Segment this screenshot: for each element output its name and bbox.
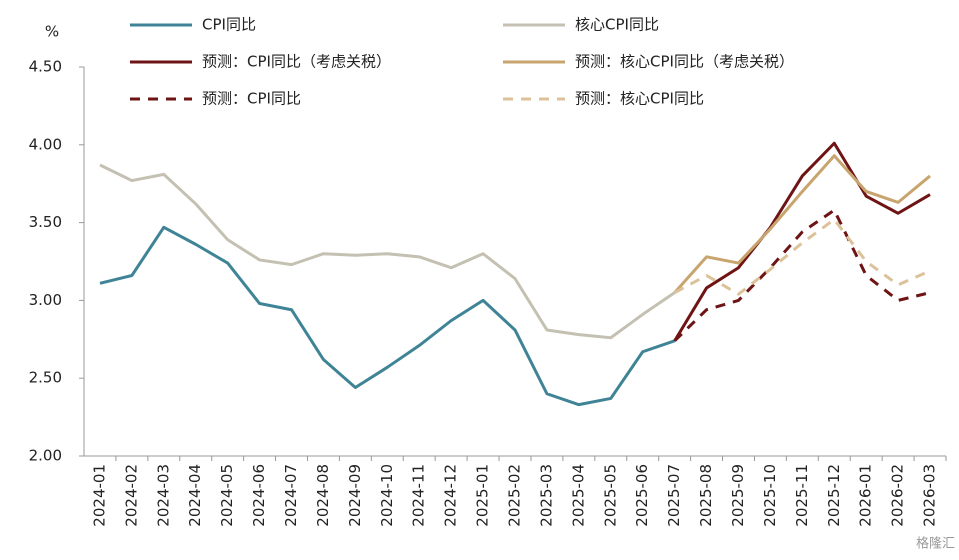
x-tick-label: 2024-03 (154, 464, 172, 527)
x-tick-label: 2025-05 (601, 464, 619, 527)
legend-label: 预测：CPI同比（考虑关税） (202, 53, 391, 71)
x-tick-label: 2024-08 (314, 464, 332, 527)
x-tick-label: 2024-02 (122, 464, 140, 527)
x-tick-label: 2025-04 (569, 464, 587, 527)
y-tick-label: 3.50 (29, 213, 62, 231)
series-line (99, 225, 676, 407)
x-tick-label: 2025-12 (825, 464, 843, 527)
x-tick-label: 2024-06 (250, 464, 268, 527)
x-tick-label: 2024-01 (90, 464, 108, 527)
legend-label: 核心CPI同比 (575, 16, 659, 34)
y-tick-label: 2.50 (29, 369, 62, 387)
legend-label: CPI同比 (202, 16, 256, 34)
x-tick-label: 2025-10 (761, 464, 779, 527)
x-tick-label: 2025-03 (537, 464, 555, 527)
series-line (99, 163, 676, 340)
x-tick-label: 2025-01 (474, 464, 492, 527)
x-tick-label: 2024-12 (442, 464, 460, 527)
x-tick-label: 2026-01 (857, 464, 875, 527)
series-line (673, 208, 931, 342)
y-unit: % (45, 23, 59, 41)
x-tick-label: 2025-06 (633, 464, 651, 527)
x-tick-label: 2024-04 (186, 464, 204, 527)
x-tick-label: 2025-08 (697, 464, 715, 527)
x-tick-label: 2026-02 (889, 464, 907, 527)
x-tick-label: 2024-10 (378, 464, 396, 527)
x-tick-label: 2025-02 (506, 464, 524, 527)
y-tick-label: 4.00 (29, 135, 62, 153)
x-tick-label: 2024-05 (218, 464, 236, 527)
x-tick-label: 2024-09 (346, 464, 364, 527)
watermark: 格隆汇 (916, 536, 955, 552)
legend-label: 预测：CPI同比 (202, 90, 301, 108)
y-tick-label: 3.00 (29, 291, 62, 309)
x-tick-label: 2025-11 (793, 464, 811, 527)
y-tick-label: 4.50 (29, 58, 62, 76)
x-tick-label: 2024-11 (410, 464, 428, 527)
x-tick-label: 2024-07 (282, 464, 300, 527)
legend-label: 预测：核心CPI同比（考虑关税） (575, 53, 794, 71)
series-line (673, 217, 931, 296)
series-line (673, 154, 931, 294)
y-tick-label: 2.00 (29, 447, 62, 465)
x-tick-label: 2026-03 (921, 464, 939, 527)
legend-label: 预测：核心CPI同比 (575, 90, 704, 108)
x-tick-label: 2025-07 (665, 464, 683, 527)
x-tick-label: 2025-09 (729, 464, 747, 527)
series-line (673, 141, 931, 342)
